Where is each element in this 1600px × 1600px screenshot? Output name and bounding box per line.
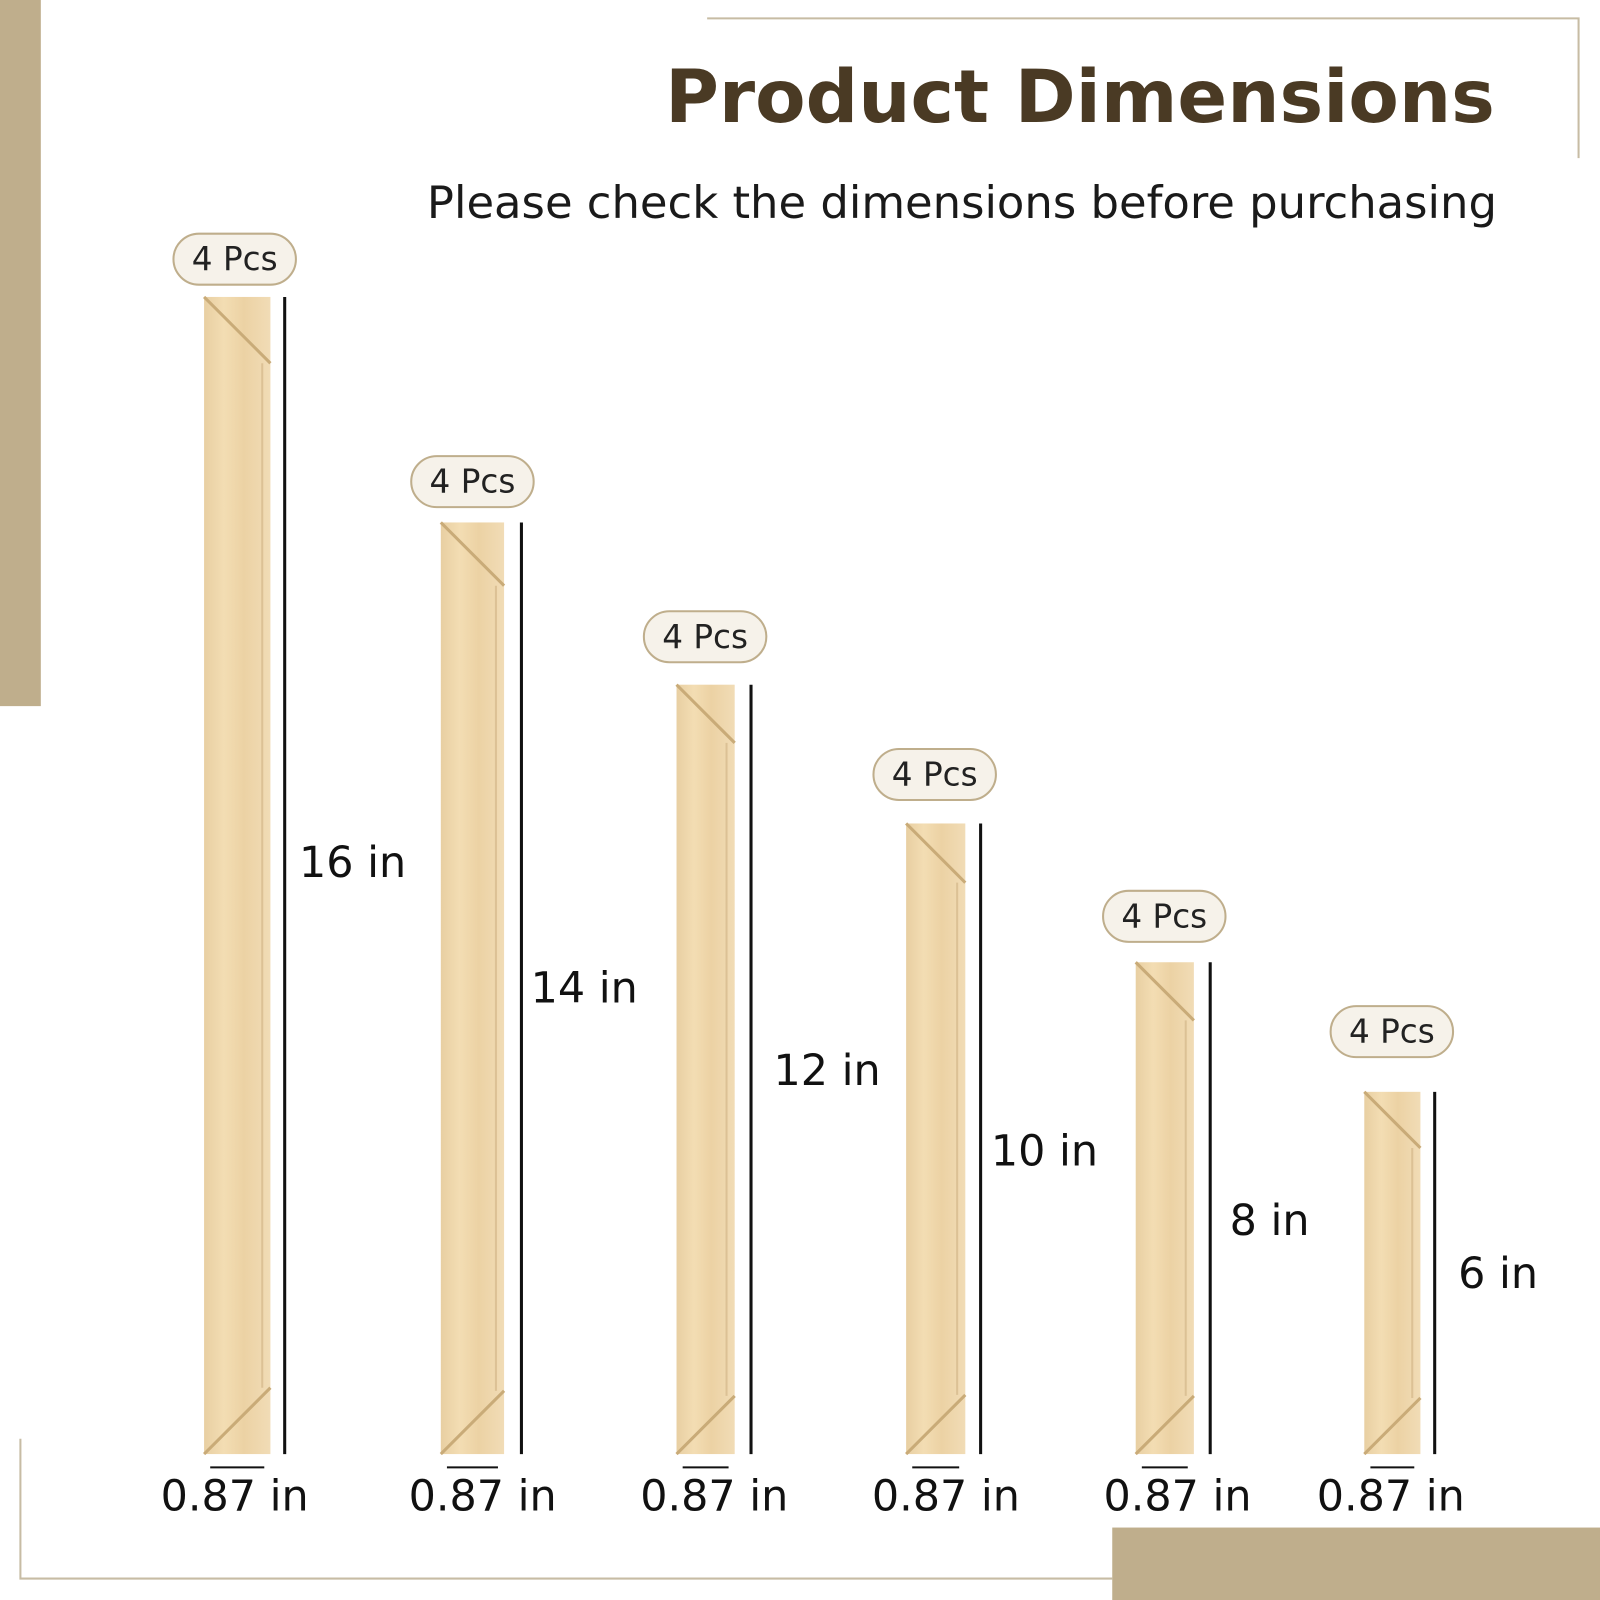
badge [172, 232, 297, 286]
wood-strip [204, 296, 271, 1455]
quantity-label: 4 Pcs [430, 463, 516, 501]
length-label: 12 in [773, 1046, 880, 1096]
items: 4 Pcs 16 in 0.87 in 4 Pcs 14 in 0.87 in 4 Pcs 1… [161, 232, 1538, 1521]
width-label: 0.87 in [872, 1471, 1020, 1521]
badge [410, 455, 535, 509]
badge [642, 610, 768, 664]
length-label: 16 in [299, 838, 406, 888]
miter [675, 1394, 736, 1456]
miter [905, 822, 967, 884]
quantity-label: 4 Pcs [662, 618, 748, 656]
length-label: 8 in [1230, 1196, 1310, 1246]
wood-strip [676, 684, 735, 1455]
quantity-label: 4 Pcs [892, 756, 978, 794]
miter [1134, 961, 1195, 1022]
miter [202, 295, 272, 365]
width-label: 0.87 in [1104, 1471, 1252, 1521]
accent-block [1112, 1527, 1600, 1600]
accent-bar [0, 0, 41, 707]
wood-strip [1364, 1091, 1421, 1455]
quantity-label: 4 Pcs [1349, 1013, 1435, 1051]
wood-strip [440, 522, 505, 1455]
width-label: 0.87 in [640, 1471, 788, 1521]
wood-strip [1135, 962, 1194, 1455]
length-label: 14 in [531, 963, 638, 1013]
badge [872, 747, 997, 802]
wood-strip [906, 823, 966, 1455]
title: Product Dimensions [665, 55, 1495, 140]
frame-line [19, 1438, 1113, 1580]
miter [1363, 1396, 1422, 1456]
subtitle: Please check the dimensions before purch… [427, 176, 1497, 229]
length-label: 10 in [991, 1127, 1098, 1177]
miter [439, 1389, 506, 1456]
quantity-label: 4 Pcs [192, 240, 278, 278]
length-label: 6 in [1458, 1249, 1538, 1299]
miter [202, 1386, 272, 1456]
frame-line [707, 17, 1580, 159]
quantity-label: 4 Pcs [1121, 897, 1207, 935]
miter [1134, 1394, 1195, 1456]
miter [1363, 1090, 1422, 1150]
miter [675, 683, 736, 744]
width-label: 0.87 in [1317, 1471, 1465, 1521]
badge [1329, 1005, 1455, 1059]
badge [1102, 889, 1227, 943]
width-label: 0.87 in [161, 1471, 309, 1521]
miter [905, 1393, 967, 1456]
miter [439, 521, 506, 587]
width-label: 0.87 in [409, 1471, 557, 1521]
